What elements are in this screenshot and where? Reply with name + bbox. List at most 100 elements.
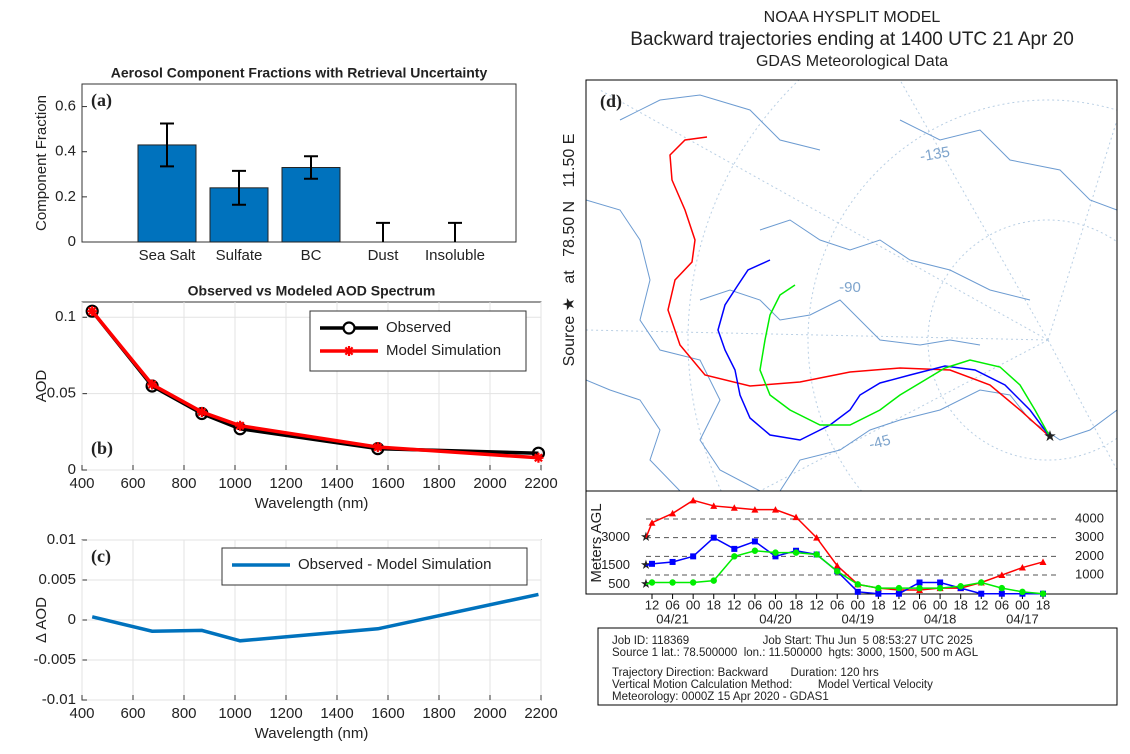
height-marker bbox=[895, 590, 902, 597]
x-tick-label: Insoluble bbox=[425, 247, 485, 264]
height-marker bbox=[710, 534, 717, 541]
x-tick-label: 400 bbox=[69, 475, 94, 492]
x-tick-label: 12 bbox=[892, 597, 906, 612]
error-bar bbox=[448, 221, 462, 242]
height-marker bbox=[649, 560, 655, 567]
series-line bbox=[90, 310, 539, 460]
y-tick-label: 0.2 bbox=[55, 188, 76, 205]
date-label: 04/18 bbox=[924, 611, 957, 626]
info-line: Source 1 lat.: 78.500000 lon.: 11.500000… bbox=[612, 647, 979, 659]
x-tick-label: BC bbox=[301, 247, 322, 264]
x-axis-label: Wavelength (nm) bbox=[255, 725, 369, 742]
height-marker bbox=[875, 590, 882, 597]
height-marker bbox=[937, 579, 944, 586]
start-height-label: 3000 bbox=[601, 529, 630, 544]
legend-label: Model Simulation bbox=[386, 342, 501, 359]
chart-title: Aerosol Component Fractions with Retriev… bbox=[111, 65, 488, 81]
height-marker bbox=[792, 513, 800, 521]
x-tick-label: 18 bbox=[871, 597, 885, 612]
point-marker bbox=[147, 379, 158, 390]
x-tick-label: 12 bbox=[809, 597, 823, 612]
source-label: Source ★ at 78.50 N 11.50 E bbox=[561, 134, 578, 367]
height-marker bbox=[771, 506, 779, 513]
height-marker bbox=[875, 584, 882, 592]
x-tick-label: 00 bbox=[768, 597, 782, 612]
point-marker bbox=[196, 406, 207, 417]
x-tick-label: 2000 bbox=[473, 475, 506, 492]
height-marker bbox=[710, 577, 717, 584]
x-tick-label: 12 bbox=[727, 597, 741, 612]
legend-marker bbox=[344, 346, 354, 356]
x-axis-label: Wavelength (nm) bbox=[255, 495, 369, 512]
y-tick-label: 0.005 bbox=[38, 571, 76, 588]
height-marker bbox=[916, 584, 923, 592]
info-line: Job ID: 118369 Job Start: Thu Jun 5 08:5… bbox=[612, 635, 973, 647]
x-tick-label: 1200 bbox=[269, 705, 302, 722]
height-marker bbox=[731, 545, 738, 552]
meridian-label: -135 bbox=[919, 143, 952, 165]
error-bar bbox=[232, 169, 246, 206]
height-marker bbox=[813, 534, 821, 541]
date-label: 04/19 bbox=[842, 611, 875, 626]
y-tick-label: 0.4 bbox=[55, 143, 76, 160]
height-marker bbox=[854, 588, 861, 595]
x-tick-label: 1800 bbox=[422, 475, 455, 492]
panel-label: (b) bbox=[91, 438, 113, 459]
map-background: ★ bbox=[586, 80, 1117, 491]
y-tick-label: 0.6 bbox=[55, 98, 76, 115]
height-marker bbox=[792, 549, 800, 556]
height-marker bbox=[916, 579, 923, 586]
profile-frame bbox=[585, 490, 1118, 595]
x-tick-label: 600 bbox=[120, 705, 145, 722]
start-star: ★ bbox=[640, 576, 652, 591]
y-axis-label: AOD bbox=[33, 370, 50, 403]
meridian-label: -45 bbox=[867, 431, 892, 453]
height-marker bbox=[813, 551, 820, 558]
info-line: Meteorology: 0000Z 15 Apr 2020 - GDAS1 bbox=[612, 691, 829, 703]
x-tick-label: 1400 bbox=[320, 475, 353, 492]
y-tick-label: 3000 bbox=[1075, 529, 1104, 544]
height-marker bbox=[936, 584, 944, 592]
x-tick-label: 00 bbox=[686, 597, 700, 612]
x-tick-label: Sea Salt bbox=[139, 247, 197, 264]
figure-title: NOAA HYSPLIT MODEL bbox=[764, 9, 941, 26]
x-tick-label: 18 bbox=[707, 597, 721, 612]
legend-label: Observed bbox=[386, 319, 451, 336]
y-tick-label: 2000 bbox=[1075, 548, 1104, 563]
height-marker bbox=[669, 579, 676, 586]
y-tick-label: 0 bbox=[68, 461, 76, 478]
x-tick-label: 06 bbox=[830, 597, 844, 612]
y-axis-label: Δ AOD bbox=[33, 597, 50, 643]
x-tick-label: Sulfate bbox=[216, 247, 263, 264]
height-marker bbox=[978, 590, 985, 597]
x-tick-label: 1800 bbox=[422, 705, 455, 722]
y-tick-label: -0.005 bbox=[33, 651, 76, 668]
panel-label: (c) bbox=[91, 546, 111, 567]
point-marker bbox=[85, 304, 99, 318]
height-marker bbox=[669, 558, 676, 565]
y-tick-label: 0 bbox=[68, 233, 76, 250]
y-axis-label: Component Fraction bbox=[33, 95, 50, 231]
x-tick-label: 800 bbox=[171, 705, 196, 722]
x-tick-label: 18 bbox=[1036, 597, 1050, 612]
bar bbox=[209, 187, 269, 243]
legend-box bbox=[309, 310, 527, 372]
meridian-label: -90 bbox=[839, 279, 861, 296]
height-marker bbox=[895, 584, 903, 592]
height-marker bbox=[978, 579, 985, 586]
x-tick-label: 1000 bbox=[218, 475, 251, 492]
date-label: 04/17 bbox=[1006, 611, 1039, 626]
info-frame bbox=[597, 627, 1118, 706]
height-marker bbox=[834, 568, 841, 575]
x-tick-label: 1600 bbox=[371, 705, 404, 722]
height-marker bbox=[751, 538, 758, 545]
error-bar bbox=[376, 221, 390, 242]
height-marker bbox=[998, 590, 1005, 597]
height-marker bbox=[730, 504, 738, 511]
height-marker bbox=[772, 549, 779, 556]
x-tick-label: 06 bbox=[912, 597, 926, 612]
x-tick-label: 1000 bbox=[218, 705, 251, 722]
x-tick-label: 00 bbox=[1015, 597, 1029, 612]
x-tick-label: 00 bbox=[851, 597, 865, 612]
legend-marker bbox=[342, 321, 356, 335]
